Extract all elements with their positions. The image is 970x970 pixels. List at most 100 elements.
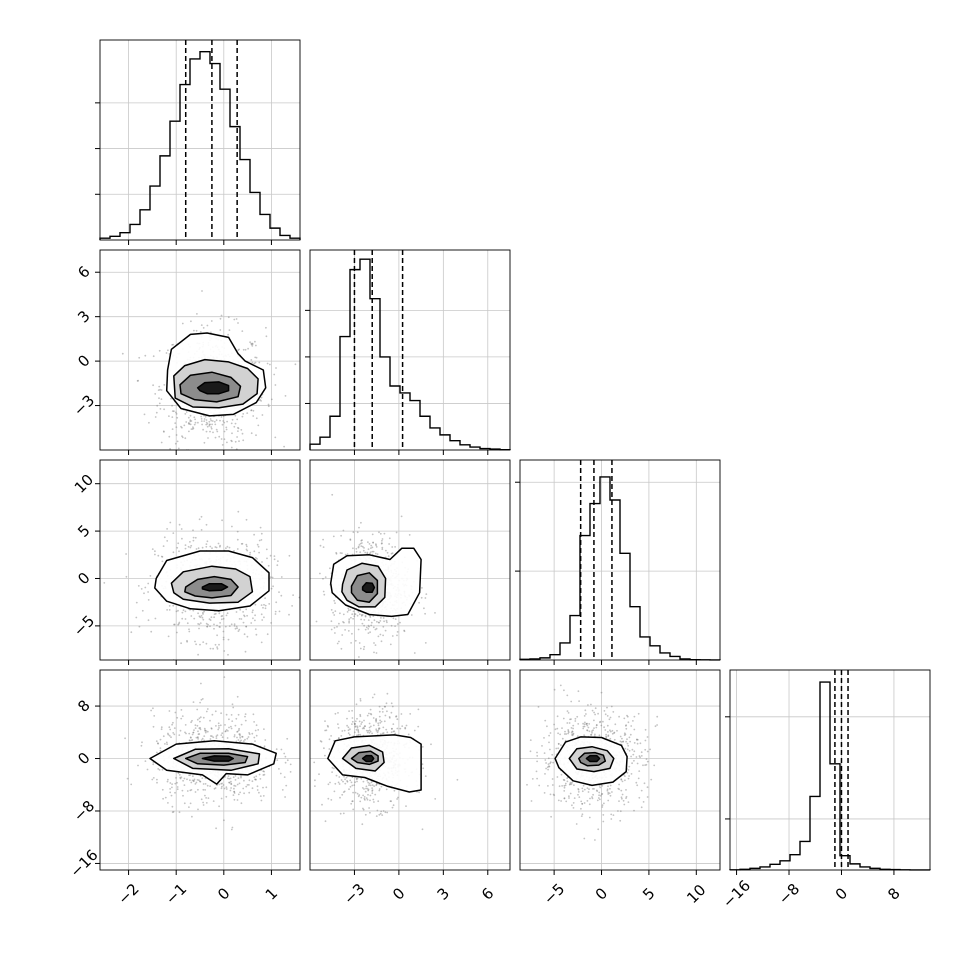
scatter-point [233, 623, 236, 626]
scatter-point [207, 437, 209, 439]
scatter-point [180, 528, 183, 530]
scatter-point [368, 729, 371, 732]
scatter-point [200, 798, 203, 801]
scatter-point [337, 727, 340, 729]
scatter-point [378, 531, 380, 534]
scatter-point [258, 773, 261, 776]
scatter-point [203, 420, 206, 422]
scatter-point [227, 653, 229, 656]
scatter-point [237, 426, 239, 429]
scatter-point [270, 622, 272, 624]
scatter-point [278, 768, 280, 770]
scatter-point [159, 747, 162, 749]
scatter-point [327, 797, 330, 800]
scatter-point [350, 781, 353, 784]
scatter-point [227, 333, 230, 336]
scatter-point [138, 356, 141, 359]
scatter-point [545, 767, 547, 770]
scatter-point [378, 710, 381, 713]
scatter-point [569, 792, 572, 795]
scatter-point [366, 663, 368, 665]
scatter-point [209, 418, 212, 420]
scatter-point [206, 324, 209, 327]
scatter-point [137, 379, 140, 382]
scatter-point [149, 575, 152, 577]
scatter-point [613, 732, 615, 734]
scatter-point [547, 763, 550, 765]
scatter-point [256, 558, 258, 560]
scatter-point [359, 713, 362, 716]
scatter-point [344, 629, 346, 631]
scatter-point [578, 700, 580, 702]
scatter-point [399, 727, 402, 730]
scatter-point [374, 793, 377, 796]
scatter-point [225, 713, 228, 716]
scatter-point [627, 777, 630, 780]
scatter-point [544, 759, 547, 761]
scatter-point [208, 420, 211, 423]
scatter-point [377, 621, 380, 624]
scatter-point [213, 420, 216, 423]
scatter-point [322, 577, 324, 580]
scatter-point [228, 726, 230, 729]
scatter-point [181, 426, 183, 429]
scatter-point [237, 713, 240, 716]
scatter-point [577, 791, 580, 793]
scatter-point [354, 726, 357, 728]
scatter-point [259, 778, 262, 780]
scatter-point [234, 440, 237, 443]
scatter-point [222, 630, 225, 633]
scatter-point [548, 765, 550, 767]
scatter-point [172, 810, 175, 813]
scatter-point [156, 751, 158, 754]
scatter-point [250, 622, 253, 624]
scatter-point [619, 740, 622, 743]
scatter-point [171, 416, 174, 418]
scatter-point [221, 782, 224, 785]
scatter-point [560, 800, 562, 802]
scatter-point [569, 783, 571, 785]
scatter-point [391, 806, 394, 809]
scatter-point [253, 550, 256, 553]
scatter-point [646, 796, 649, 798]
scatter-point [209, 738, 212, 740]
scatter-point [339, 812, 342, 815]
scatter-point [213, 623, 215, 626]
scatter-point [266, 362, 269, 365]
scatter-point [371, 784, 374, 786]
scatter-point [390, 728, 393, 730]
panel-frame [309, 459, 511, 661]
scatter-point [226, 420, 229, 423]
scatter-point [235, 448, 238, 450]
scatter-point [210, 427, 213, 430]
scatter-point [156, 778, 158, 781]
scatter-point [194, 640, 196, 643]
scatter-point [237, 430, 239, 432]
scatter-point [238, 618, 241, 620]
scatter-point [597, 712, 599, 715]
scatter-point [216, 734, 219, 736]
scatter-point [188, 422, 190, 424]
scatter-point [167, 802, 169, 804]
scatter-point [246, 614, 249, 617]
scatter-point [189, 546, 192, 549]
scatter-point [571, 734, 573, 736]
scatter-point [603, 726, 605, 729]
scatter-point [367, 619, 370, 621]
scatter-point [378, 813, 381, 816]
scatter-point [235, 611, 238, 613]
scatter-point [188, 806, 190, 808]
scatter-point [181, 789, 184, 792]
scatter-point [246, 545, 248, 548]
scatter-point [254, 356, 257, 359]
scatter-point [599, 798, 601, 801]
scatter-point [251, 732, 254, 735]
scatter-point [250, 359, 253, 361]
scatter-point [284, 395, 287, 397]
scatter-point [405, 724, 408, 727]
scatter-point [230, 727, 233, 730]
scatter-point [372, 550, 375, 553]
scatter-point [338, 776, 341, 778]
scatter-point [234, 422, 237, 425]
scatter-point [595, 724, 598, 726]
